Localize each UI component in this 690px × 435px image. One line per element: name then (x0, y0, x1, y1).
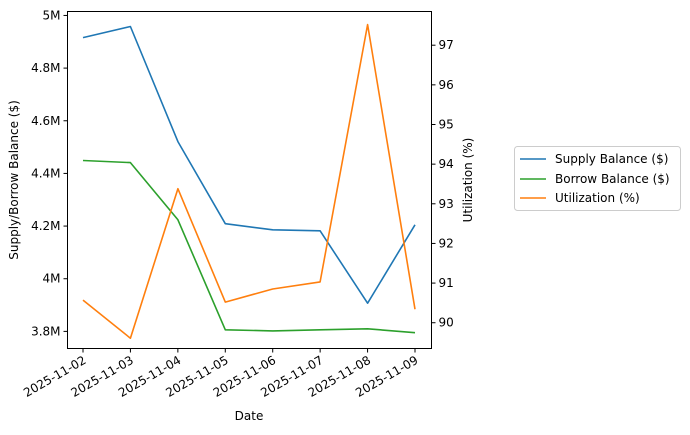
y2-tick-label: 94 (439, 157, 454, 171)
legend-label-utilization: Utilization (%) (555, 191, 640, 205)
y-tick-label: 3.8M (31, 324, 60, 338)
y-tick-label: 5M (43, 8, 61, 22)
y2-tick-label: 91 (439, 276, 454, 290)
legend-item-utilization: Utilization (%) (520, 191, 640, 205)
y-tick-label: 4.8M (31, 61, 60, 75)
legend-label-supply: Supply Balance ($) (555, 152, 668, 166)
y-axis-left-label: Supply/Borrow Balance ($) (7, 100, 21, 260)
y2-tick-label: 92 (439, 236, 454, 250)
x-axis-label: Date (235, 409, 264, 423)
legend: Supply Balance ($) Borrow Balance ($) Ut… (514, 146, 681, 211)
y-axis-left: 3.8M 4M 4.2M 4.4M 4.6M 4.8M 5M (31, 8, 68, 338)
legend-label-borrow: Borrow Balance ($) (555, 172, 670, 186)
series-line-0 (82, 25, 416, 305)
plot-frame (67, 11, 432, 349)
y2-tick-label: 93 (439, 197, 454, 211)
y-tick-label: 4.4M (31, 166, 60, 180)
y2-tick-label: 96 (439, 78, 454, 92)
y-tick-label: 4M (43, 272, 61, 286)
x-axis: 2025-11-022025-11-032025-11-042025-11-05… (21, 348, 421, 400)
series-line-2 (82, 23, 416, 340)
plot-lines (82, 23, 416, 340)
y2-tick-label: 97 (439, 38, 454, 52)
series-line-1 (82, 159, 416, 334)
y-axis-right-label: Utilization (%) (461, 138, 475, 223)
y2-tick-label: 90 (439, 316, 454, 330)
legend-item-borrow: Borrow Balance ($) (520, 172, 670, 186)
y2-tick-label: 95 (439, 117, 454, 131)
legend-box (514, 146, 681, 211)
legend-item-supply: Supply Balance ($) (520, 152, 668, 166)
y-axis-right: 90 91 92 93 94 95 96 97 (431, 38, 454, 330)
y-tick-label: 4.2M (31, 219, 60, 233)
y-tick-label: 4.6M (31, 114, 60, 128)
